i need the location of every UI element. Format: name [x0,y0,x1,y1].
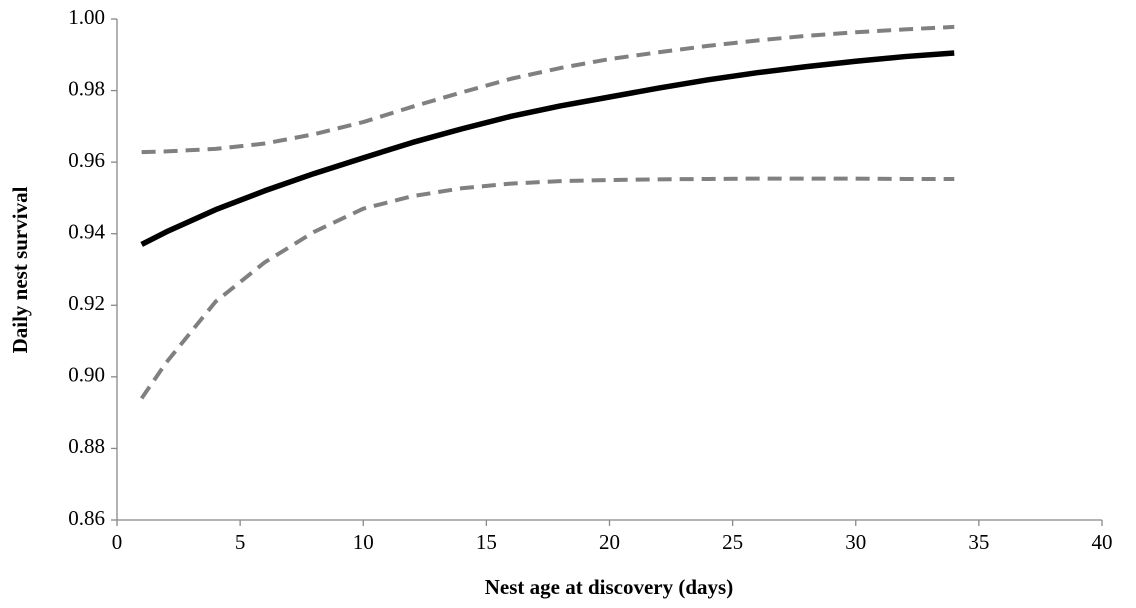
y-tick-label: 0.86 [68,506,105,530]
x-tick-label: 5 [235,530,246,554]
x-axis-title: Nest age at discovery (days) [485,575,733,599]
x-tick-label: 0 [112,530,123,554]
y-tick-label: 0.98 [68,76,105,100]
x-tick-label: 40 [1092,530,1113,554]
y-tick-label: 0.94 [68,220,105,244]
x-tick-label: 10 [353,530,374,554]
y-tick-label: 0.88 [68,434,105,458]
series-line [141,24,955,155]
series-line [140,50,955,247]
x-tick-label: 35 [968,530,989,554]
x-tick-label: 25 [722,530,743,554]
series-line [139,176,955,400]
y-tick-label: 1.00 [68,5,105,29]
y-axis-title: Daily nest survival [8,186,32,353]
y-tick-label: 0.92 [68,291,105,315]
x-tick-label: 20 [599,530,620,554]
x-tick-label: 15 [476,530,497,554]
y-tick-label: 0.96 [68,148,105,172]
y-tick-label: 0.90 [68,363,105,387]
x-tick-label: 30 [845,530,866,554]
